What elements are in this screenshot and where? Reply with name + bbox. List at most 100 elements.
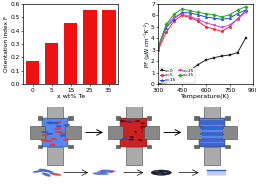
x=15 — [244, 9, 247, 11]
x=5 — [188, 16, 191, 19]
x=25 — [220, 26, 223, 29]
Ellipse shape — [121, 121, 126, 122]
Bar — [26, 61, 39, 84]
x=25 — [165, 24, 168, 27]
x=35 — [204, 12, 207, 15]
x=0 — [204, 59, 207, 61]
Bar — [200, 139, 224, 140]
Ellipse shape — [46, 133, 53, 135]
x=35 — [228, 14, 231, 16]
x=0 — [236, 51, 239, 54]
Ellipse shape — [101, 170, 116, 172]
Bar — [30, 126, 45, 139]
Bar — [204, 147, 220, 165]
Ellipse shape — [41, 134, 49, 136]
Ellipse shape — [141, 122, 145, 124]
x=35 — [173, 13, 176, 15]
Line: x=5: x=5 — [157, 9, 247, 51]
Bar — [108, 126, 123, 139]
Legend: x=0, x=5, x=15, x=25, x=35: x=0, x=5, x=15, x=25, x=35 — [159, 68, 195, 83]
x=15 — [165, 27, 168, 29]
x=5 — [236, 18, 239, 20]
Ellipse shape — [55, 121, 61, 124]
x=25 — [212, 24, 215, 26]
Bar — [200, 136, 224, 138]
x=35 — [165, 23, 168, 26]
Bar — [147, 145, 151, 148]
Bar — [121, 118, 147, 147]
Bar — [200, 127, 224, 129]
Ellipse shape — [138, 139, 143, 141]
Bar — [200, 122, 224, 123]
Bar — [194, 116, 199, 120]
x=35 — [188, 9, 191, 12]
Bar — [116, 116, 121, 120]
Bar — [187, 126, 202, 139]
x=5 — [228, 26, 231, 28]
Bar — [38, 116, 42, 120]
x=15 — [180, 11, 184, 14]
Ellipse shape — [127, 138, 133, 140]
Ellipse shape — [93, 172, 108, 174]
Bar — [200, 145, 224, 146]
x=5 — [173, 20, 176, 22]
x=15 — [228, 17, 231, 19]
x=35 — [180, 8, 184, 10]
x=0 — [244, 37, 247, 39]
Bar — [45, 43, 58, 84]
Ellipse shape — [129, 136, 134, 138]
Line: x=25: x=25 — [157, 11, 247, 50]
Ellipse shape — [94, 173, 110, 175]
Line: x=15: x=15 — [157, 9, 247, 49]
x=25 — [236, 18, 239, 20]
Ellipse shape — [109, 171, 113, 173]
Bar — [66, 126, 81, 139]
Ellipse shape — [157, 173, 162, 174]
Ellipse shape — [130, 121, 135, 122]
x=35 — [236, 9, 239, 11]
Bar — [144, 126, 159, 139]
Ellipse shape — [52, 122, 59, 124]
x=5 — [165, 31, 168, 34]
Ellipse shape — [42, 173, 51, 177]
Bar — [200, 130, 224, 132]
x=5 — [180, 14, 184, 16]
X-axis label: x wt% Te: x wt% Te — [57, 94, 85, 99]
x=15 — [212, 17, 215, 19]
Ellipse shape — [135, 120, 140, 122]
x=35 — [196, 11, 199, 14]
Bar — [68, 145, 73, 148]
x=25 — [188, 15, 191, 18]
Bar — [68, 116, 73, 120]
x=5 — [212, 28, 215, 30]
Bar — [199, 118, 225, 147]
x=15 — [157, 46, 160, 49]
Bar — [200, 133, 224, 135]
Ellipse shape — [155, 171, 159, 172]
x=15 — [173, 18, 176, 20]
x=15 — [236, 12, 239, 15]
x=35 — [220, 16, 223, 18]
x=25 — [180, 13, 184, 15]
x=35 — [244, 5, 247, 8]
Bar — [147, 116, 151, 120]
Bar — [116, 145, 121, 148]
Ellipse shape — [50, 138, 58, 140]
x=15 — [196, 14, 199, 16]
Bar — [83, 10, 97, 84]
Bar — [47, 99, 63, 118]
Ellipse shape — [45, 140, 52, 142]
Bar — [64, 23, 78, 84]
Bar — [204, 99, 220, 118]
Ellipse shape — [48, 122, 54, 124]
x=25 — [173, 16, 176, 18]
Ellipse shape — [140, 126, 146, 128]
Bar — [200, 142, 224, 143]
x=35 — [212, 14, 215, 16]
Ellipse shape — [49, 173, 61, 176]
Ellipse shape — [54, 128, 61, 130]
Ellipse shape — [120, 120, 125, 122]
x=35 — [157, 45, 160, 47]
x=25 — [228, 24, 231, 26]
Bar — [42, 118, 68, 147]
